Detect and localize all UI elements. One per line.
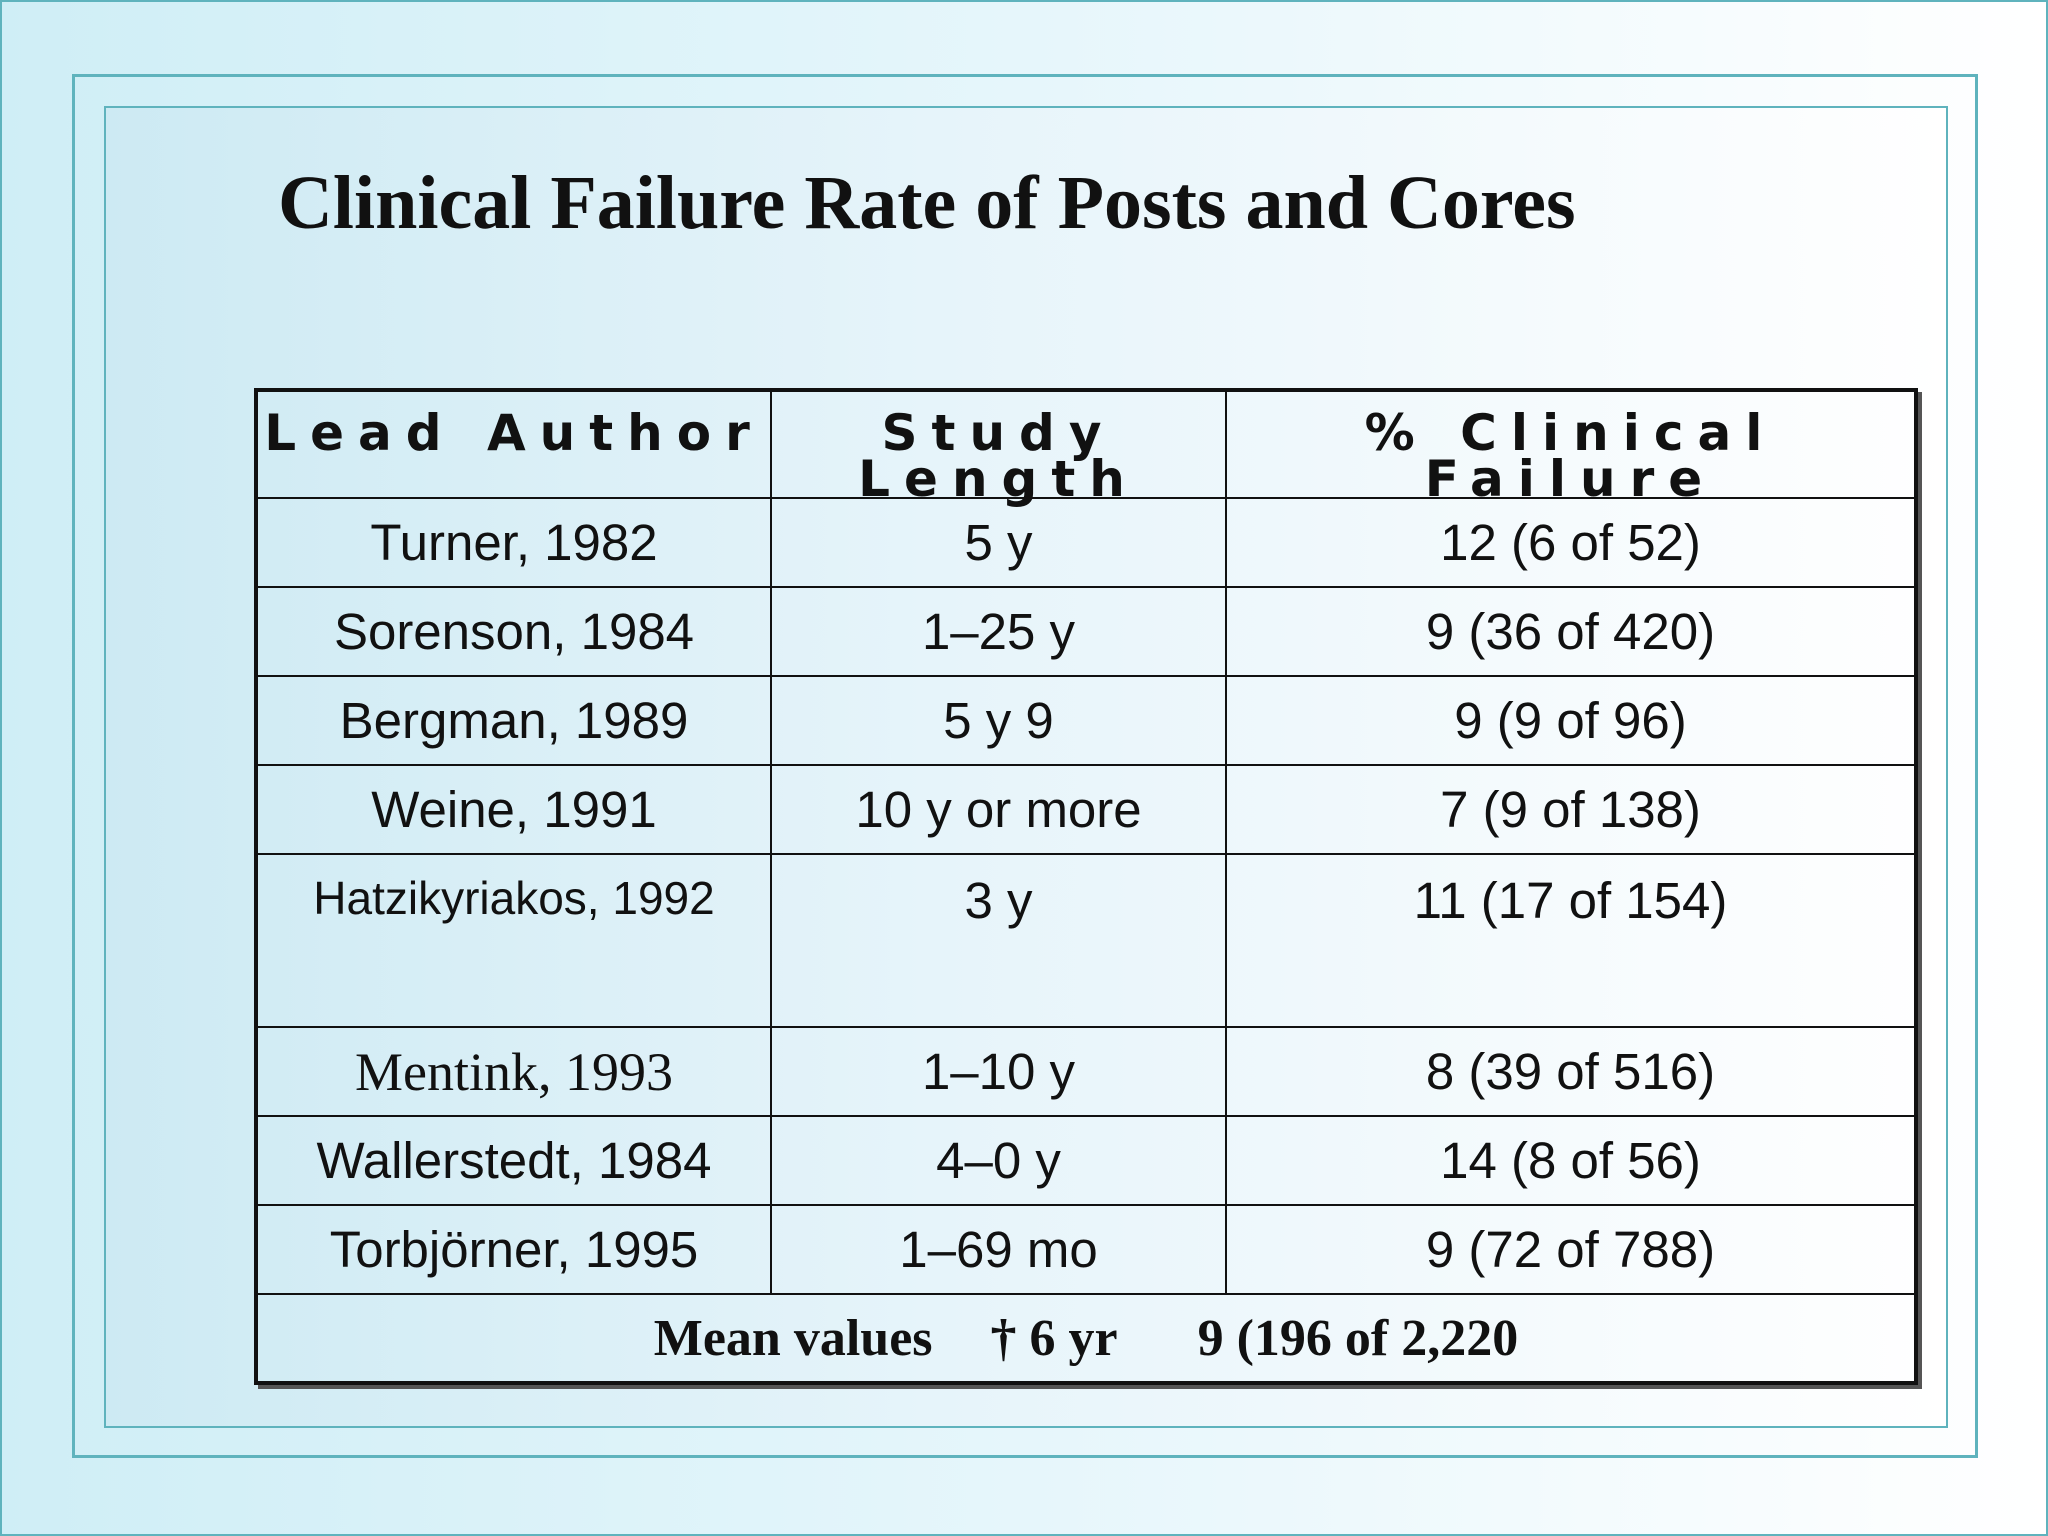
- table-row: Bergman, 1989 5 y 9 9 (9 of 96): [255, 675, 1917, 766]
- author-cell: Sorenson, 1984: [255, 586, 772, 677]
- length-cell: 1–25 y: [770, 586, 1227, 677]
- slide-outer-border: [72, 74, 1978, 1458]
- failure-cell: 9 (36 of 420): [1225, 586, 1917, 677]
- mean-values-cell: Mean values † 6 yr 9 (196 of 2,220: [255, 1293, 1917, 1384]
- table-row: Sorenson, 1984 1–25 y 9 (36 of 420): [255, 586, 1917, 677]
- mean-length: † 6 yr: [990, 1309, 1118, 1367]
- table-row: Hatzikyriakos, 1992 3 y 11 (17 of 154): [255, 853, 1917, 1028]
- length-cell: 10 y or more: [770, 764, 1227, 855]
- mean-failure: 9 (196 of 2,220: [1197, 1309, 1519, 1367]
- table-row: Weine, 1991 10 y or more 7 (9 of 138): [255, 764, 1917, 855]
- failure-cell: 14 (8 of 56): [1225, 1115, 1917, 1206]
- table-row: Turner, 1982 5 y 12 (6 of 52): [255, 497, 1917, 588]
- author-cell: Weine, 1991: [255, 764, 772, 855]
- failure-cell: 7 (9 of 138): [1225, 764, 1917, 855]
- table-row: Torbjörner, 1995 1–69 mo 9 (72 of 788): [255, 1204, 1917, 1295]
- author-cell: Mentink, 1993: [255, 1026, 772, 1117]
- author-cell: Wallerstedt, 1984: [255, 1115, 772, 1206]
- failure-cell: 9 (72 of 788): [1225, 1204, 1917, 1295]
- failure-cell: 9 (9 of 96): [1225, 675, 1917, 766]
- length-cell: 4–0 y: [770, 1115, 1227, 1206]
- table-row: Mentink, 1993 1–10 y 8 (39 of 516): [255, 1026, 1917, 1117]
- author-cell: Bergman, 1989: [255, 675, 772, 766]
- length-cell: 3 y: [770, 853, 1227, 1028]
- failure-cell: 11 (17 of 154): [1225, 853, 1917, 1028]
- slide-title: Clinical Failure Rate of Posts and Cores: [278, 161, 1576, 245]
- length-cell: 5 y: [770, 497, 1227, 588]
- header-study-length: Study Length: [770, 389, 1227, 504]
- mean-values-row: Mean values † 6 yr 9 (196 of 2,220: [255, 1293, 1917, 1384]
- author-cell: Turner, 1982: [255, 497, 772, 588]
- header-clinical-failure: % Clinical Failure: [1225, 389, 1917, 504]
- mean-label: Mean values: [653, 1309, 933, 1367]
- length-cell: 1–10 y: [770, 1026, 1227, 1117]
- table-header-row: Lead Author Study Length % Clinical Fail…: [255, 389, 1917, 504]
- failure-cell: 8 (39 of 516): [1225, 1026, 1917, 1117]
- failure-cell: 12 (6 of 52): [1225, 497, 1917, 588]
- header-lead-author: Lead Author: [255, 389, 772, 499]
- failure-rate-table: Lead Author Study Length % Clinical Fail…: [254, 388, 1918, 1385]
- author-cell: Torbjörner, 1995: [255, 1204, 772, 1295]
- table-row: Wallerstedt, 1984 4–0 y 14 (8 of 56): [255, 1115, 1917, 1206]
- length-cell: 5 y 9: [770, 675, 1227, 766]
- length-cell: 1–69 mo: [770, 1204, 1227, 1295]
- author-cell: Hatzikyriakos, 1992: [255, 853, 772, 1028]
